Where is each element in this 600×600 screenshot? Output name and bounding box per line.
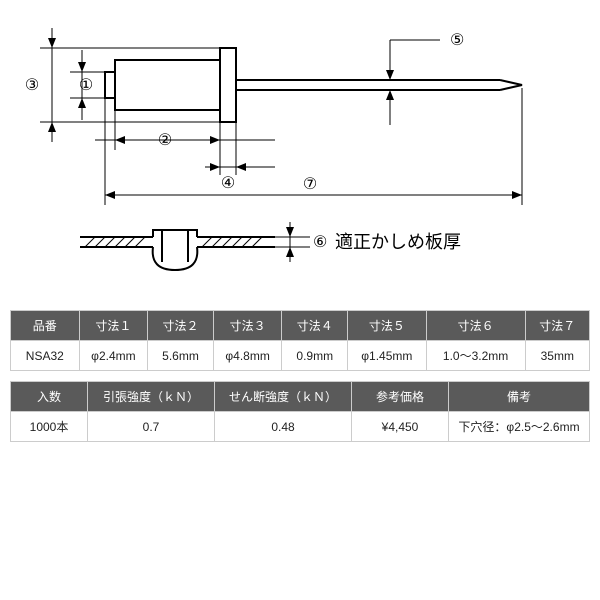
col-header: 備考 bbox=[449, 382, 590, 412]
callout-4: ④ bbox=[221, 175, 235, 192]
col-header: 寸法６ bbox=[426, 311, 525, 341]
col-header: 参考価格 bbox=[352, 382, 449, 412]
col-header: 寸法５ bbox=[348, 311, 427, 341]
col-header: 寸法７ bbox=[525, 311, 589, 341]
table-row: 1000本 0.7 0.48 ¥4,450 下穴径：φ2.5～2.6mm bbox=[11, 412, 590, 442]
callout-3: ③ bbox=[25, 77, 39, 94]
table-header-row: 入数 引張強度（ｋＮ） せん断強度（ｋＮ） 参考価格 備考 bbox=[11, 382, 590, 412]
col-header: せん断強度（ｋＮ） bbox=[215, 382, 352, 412]
cell: φ1.45mm bbox=[348, 341, 427, 371]
col-header: 寸法２ bbox=[148, 311, 214, 341]
cell: φ2.4mm bbox=[79, 341, 148, 371]
callout-5: ⑤ bbox=[450, 32, 464, 49]
callout-7: ⑦ bbox=[303, 176, 317, 193]
col-header: 寸法４ bbox=[282, 311, 348, 341]
cell: ¥4,450 bbox=[352, 412, 449, 442]
table-row: NSA32 φ2.4mm 5.6mm φ4.8mm 0.9mm φ1.45mm … bbox=[11, 341, 590, 371]
col-header: 引張強度（ｋＮ） bbox=[88, 382, 215, 412]
caption-6: 適正かしめ板厚 bbox=[335, 232, 461, 252]
col-header: 寸法３ bbox=[213, 311, 282, 341]
callout-6: ⑥ bbox=[313, 234, 327, 251]
col-header: 寸法１ bbox=[79, 311, 148, 341]
cell: 1.0～3.2mm bbox=[426, 341, 525, 371]
table-header-row: 品番 寸法１ 寸法２ 寸法３ 寸法４ 寸法５ 寸法６ 寸法７ bbox=[11, 311, 590, 341]
cell: 0.48 bbox=[215, 412, 352, 442]
cell: 下穴径：φ2.5～2.6mm bbox=[449, 412, 590, 442]
cell: 35mm bbox=[525, 341, 589, 371]
rivet-diagram: ① ② ③ ④ ⑤ ⑥ 適正かしめ板厚 ⑦ bbox=[10, 10, 570, 300]
cell: φ4.8mm bbox=[213, 341, 282, 371]
col-header: 品番 bbox=[11, 311, 80, 341]
cell: NSA32 bbox=[11, 341, 80, 371]
cell: 5.6mm bbox=[148, 341, 214, 371]
callout-2: ② bbox=[158, 132, 172, 149]
callout-1: ① bbox=[79, 77, 93, 94]
col-header: 入数 bbox=[11, 382, 88, 412]
cell: 1000本 bbox=[11, 412, 88, 442]
spec-table-2: 入数 引張強度（ｋＮ） せん断強度（ｋＮ） 参考価格 備考 1000本 0.7 … bbox=[10, 381, 590, 442]
cell: 0.9mm bbox=[282, 341, 348, 371]
spec-table-1: 品番 寸法１ 寸法２ 寸法３ 寸法４ 寸法５ 寸法６ 寸法７ NSA32 φ2.… bbox=[10, 310, 590, 371]
cell: 0.7 bbox=[88, 412, 215, 442]
